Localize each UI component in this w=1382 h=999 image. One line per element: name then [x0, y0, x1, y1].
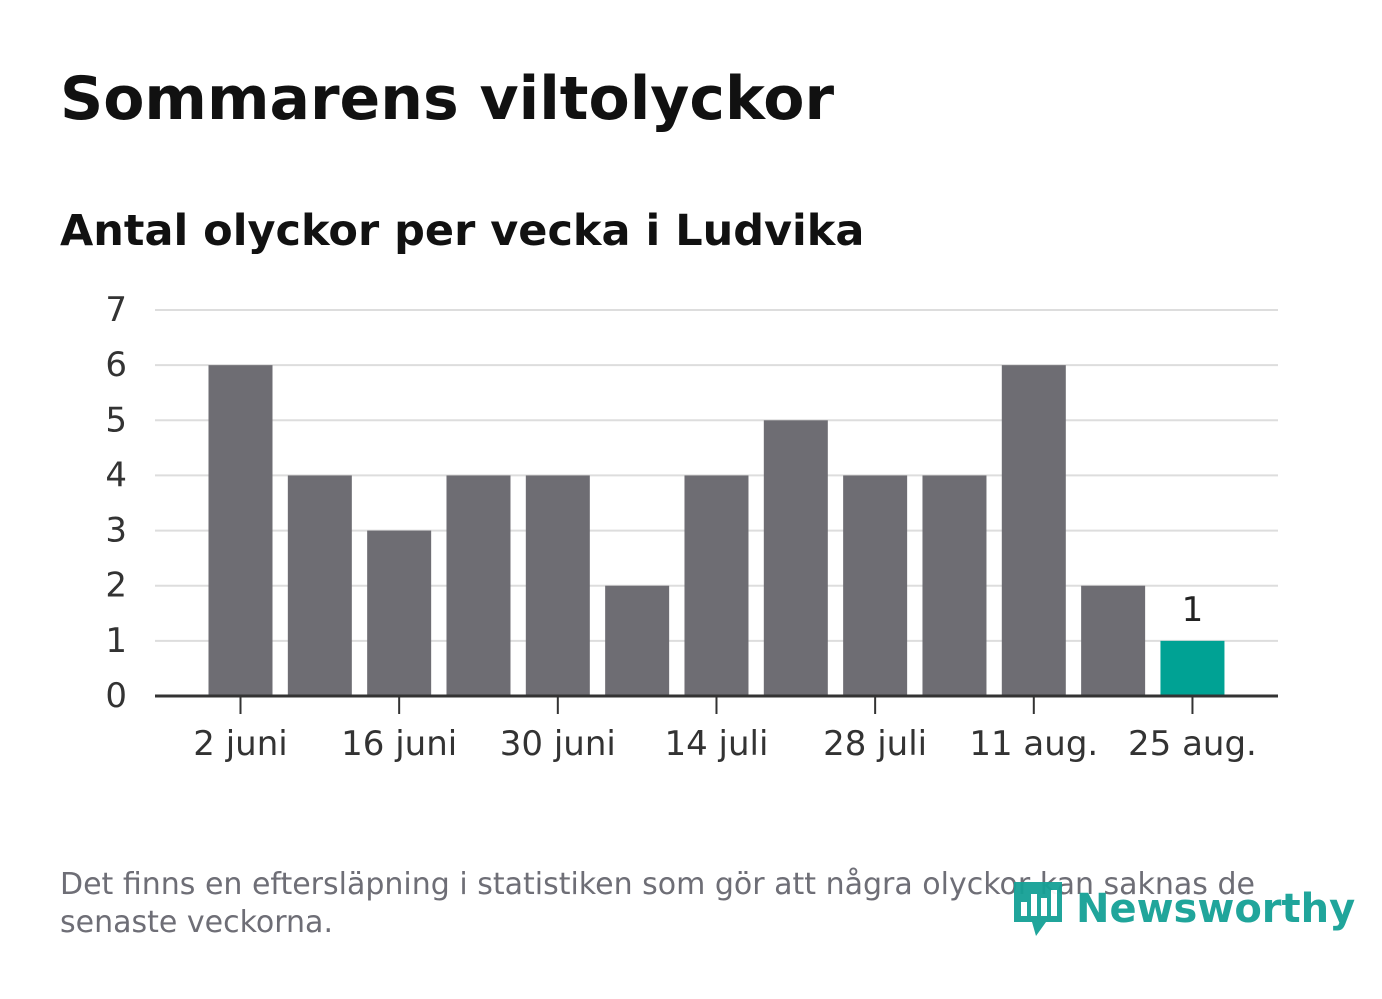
x-tick-label: 25 aug. — [1128, 724, 1257, 764]
y-tick-label: 3 — [105, 511, 127, 551]
chart-title: Sommarens viltolyckor — [60, 64, 835, 134]
y-tick-label: 2 — [105, 566, 127, 606]
y-tick-label: 1 — [105, 621, 127, 661]
logo-text: Newsworthy — [1076, 886, 1356, 932]
bar — [208, 365, 273, 696]
x-tick-label: 16 juni — [341, 724, 457, 764]
bar — [684, 475, 749, 696]
chart-subtitle: Antal olyckor per vecka i Ludvika — [60, 206, 865, 256]
bar — [287, 475, 352, 696]
bar — [446, 475, 511, 696]
bar — [1160, 640, 1225, 696]
newsworthy-logo: Newsworthy — [1010, 878, 1355, 940]
x-tick-label: 11 aug. — [969, 724, 1098, 764]
bar — [605, 585, 670, 696]
bar-chart-pin-icon — [1014, 882, 1062, 936]
bar — [922, 475, 987, 696]
y-tick-label: 0 — [105, 676, 127, 716]
bar — [1001, 365, 1066, 696]
data-label: 1 — [1182, 590, 1204, 630]
bar — [367, 530, 432, 696]
bar-chart: 0 1 2 3 4 5 6 7 1 2 juni 16 juni 30 juni 14 juli 28 j… — [105, 290, 1278, 764]
y-tick-label: 4 — [105, 455, 127, 495]
x-tick-label: 30 juni — [500, 724, 616, 764]
bar — [763, 420, 828, 696]
x-tick-label: 2 juni — [193, 724, 287, 764]
x-tick-label: 14 juli — [664, 724, 768, 764]
bar — [1081, 585, 1146, 696]
y-tick-label: 6 — [105, 345, 127, 385]
bar — [843, 475, 908, 696]
x-tick-label: 28 juli — [823, 724, 927, 764]
y-tick-label: 7 — [105, 290, 127, 330]
bar — [525, 475, 590, 696]
y-tick-label: 5 — [105, 400, 127, 440]
